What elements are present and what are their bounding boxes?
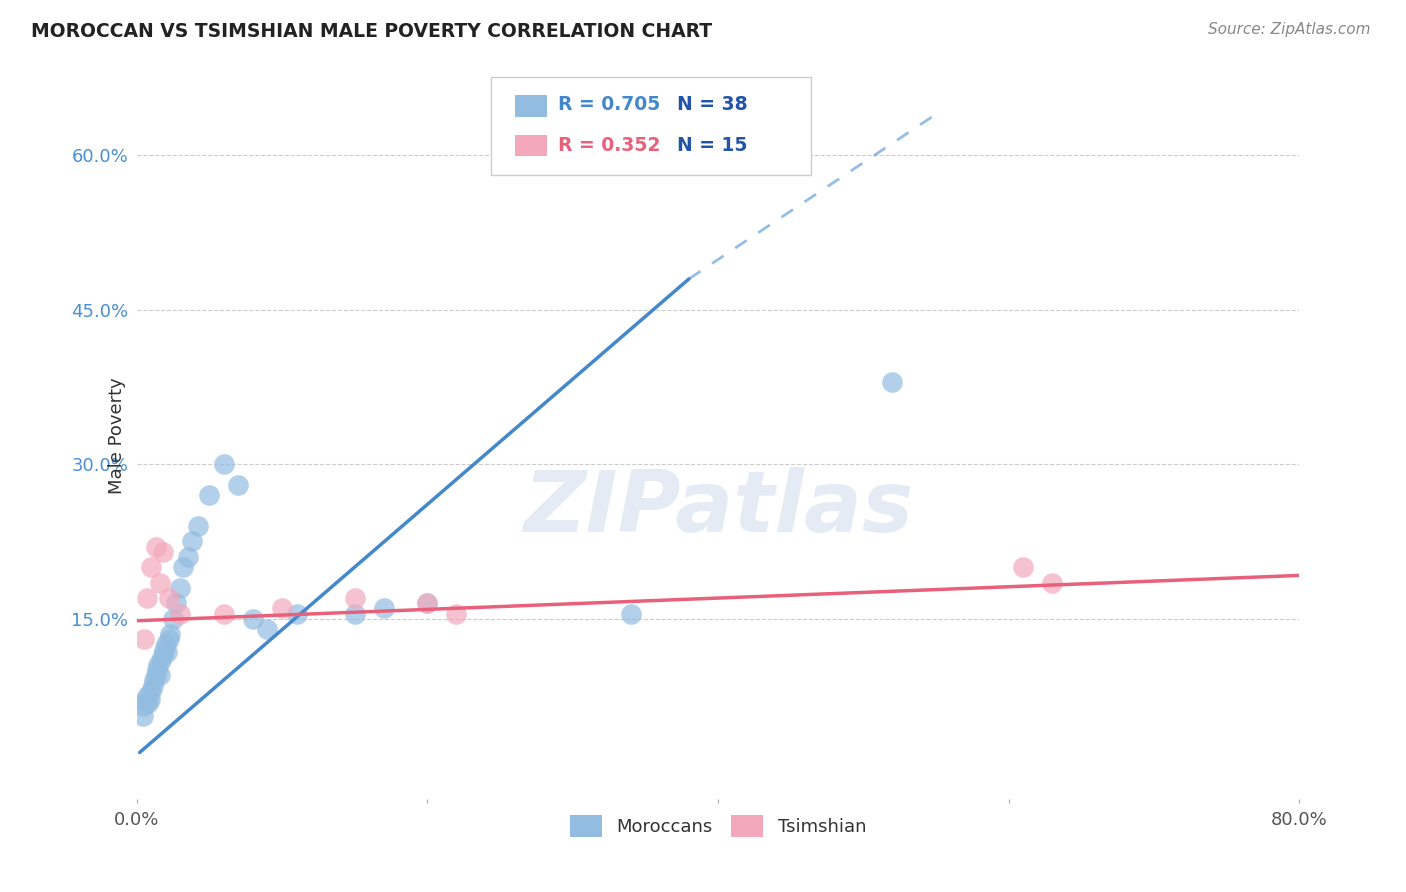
Point [620, 607, 643, 621]
Text: R = 0.352: R = 0.352 [558, 136, 659, 155]
FancyBboxPatch shape [491, 77, 811, 175]
Point [135, 591, 157, 605]
Text: N = 15: N = 15 [678, 136, 748, 155]
FancyBboxPatch shape [515, 135, 547, 156]
Point [152, 648, 174, 662]
Point [136, 696, 159, 710]
Point [153, 642, 176, 657]
Point [416, 596, 439, 610]
Point [212, 607, 235, 621]
Point [169, 581, 191, 595]
Text: ZIPatlas: ZIPatlas [523, 467, 912, 550]
Point [150, 653, 173, 667]
Text: N = 38: N = 38 [678, 95, 748, 114]
Text: Source: ZipAtlas.com: Source: ZipAtlas.com [1208, 22, 1371, 37]
Point [373, 601, 395, 615]
Point [343, 591, 366, 605]
Point [165, 596, 187, 610]
Point [176, 549, 198, 564]
Point [134, 694, 156, 708]
Point [139, 692, 162, 706]
Point [285, 607, 308, 621]
Point [416, 596, 439, 610]
Point [242, 612, 264, 626]
Point [143, 673, 166, 688]
Point [256, 622, 278, 636]
Point [446, 607, 468, 621]
Point [159, 627, 181, 641]
Point [142, 679, 165, 693]
Y-axis label: Male Poverty: Male Poverty [108, 377, 125, 494]
Point [343, 607, 366, 621]
Point [131, 709, 153, 723]
Point [145, 668, 167, 682]
Point [157, 632, 180, 647]
Point [1040, 575, 1063, 590]
Point [228, 478, 250, 492]
Point [187, 519, 209, 533]
Point [169, 607, 191, 621]
Point [156, 644, 179, 658]
Point [198, 488, 221, 502]
Point [181, 534, 204, 549]
Point [141, 560, 163, 574]
Point [149, 575, 172, 590]
Point [135, 689, 157, 703]
Point [145, 540, 167, 554]
Point [1012, 560, 1035, 574]
FancyBboxPatch shape [515, 95, 547, 117]
Point [132, 632, 155, 647]
Legend: Moroccans, Tsimshian: Moroccans, Tsimshian [562, 808, 873, 844]
Text: R = 0.705: R = 0.705 [558, 95, 659, 114]
Text: MOROCCAN VS TSIMSHIAN MALE POVERTY CORRELATION CHART: MOROCCAN VS TSIMSHIAN MALE POVERTY CORRE… [31, 22, 711, 41]
Point [172, 560, 194, 574]
Point [149, 668, 172, 682]
Point [212, 457, 235, 471]
Point [146, 663, 169, 677]
Point [271, 601, 294, 615]
Point [141, 683, 163, 698]
Point [157, 591, 180, 605]
Point [132, 699, 155, 714]
Point [162, 612, 184, 626]
Point [152, 545, 174, 559]
Point [882, 375, 904, 389]
Point [155, 637, 177, 651]
Point [148, 658, 170, 673]
